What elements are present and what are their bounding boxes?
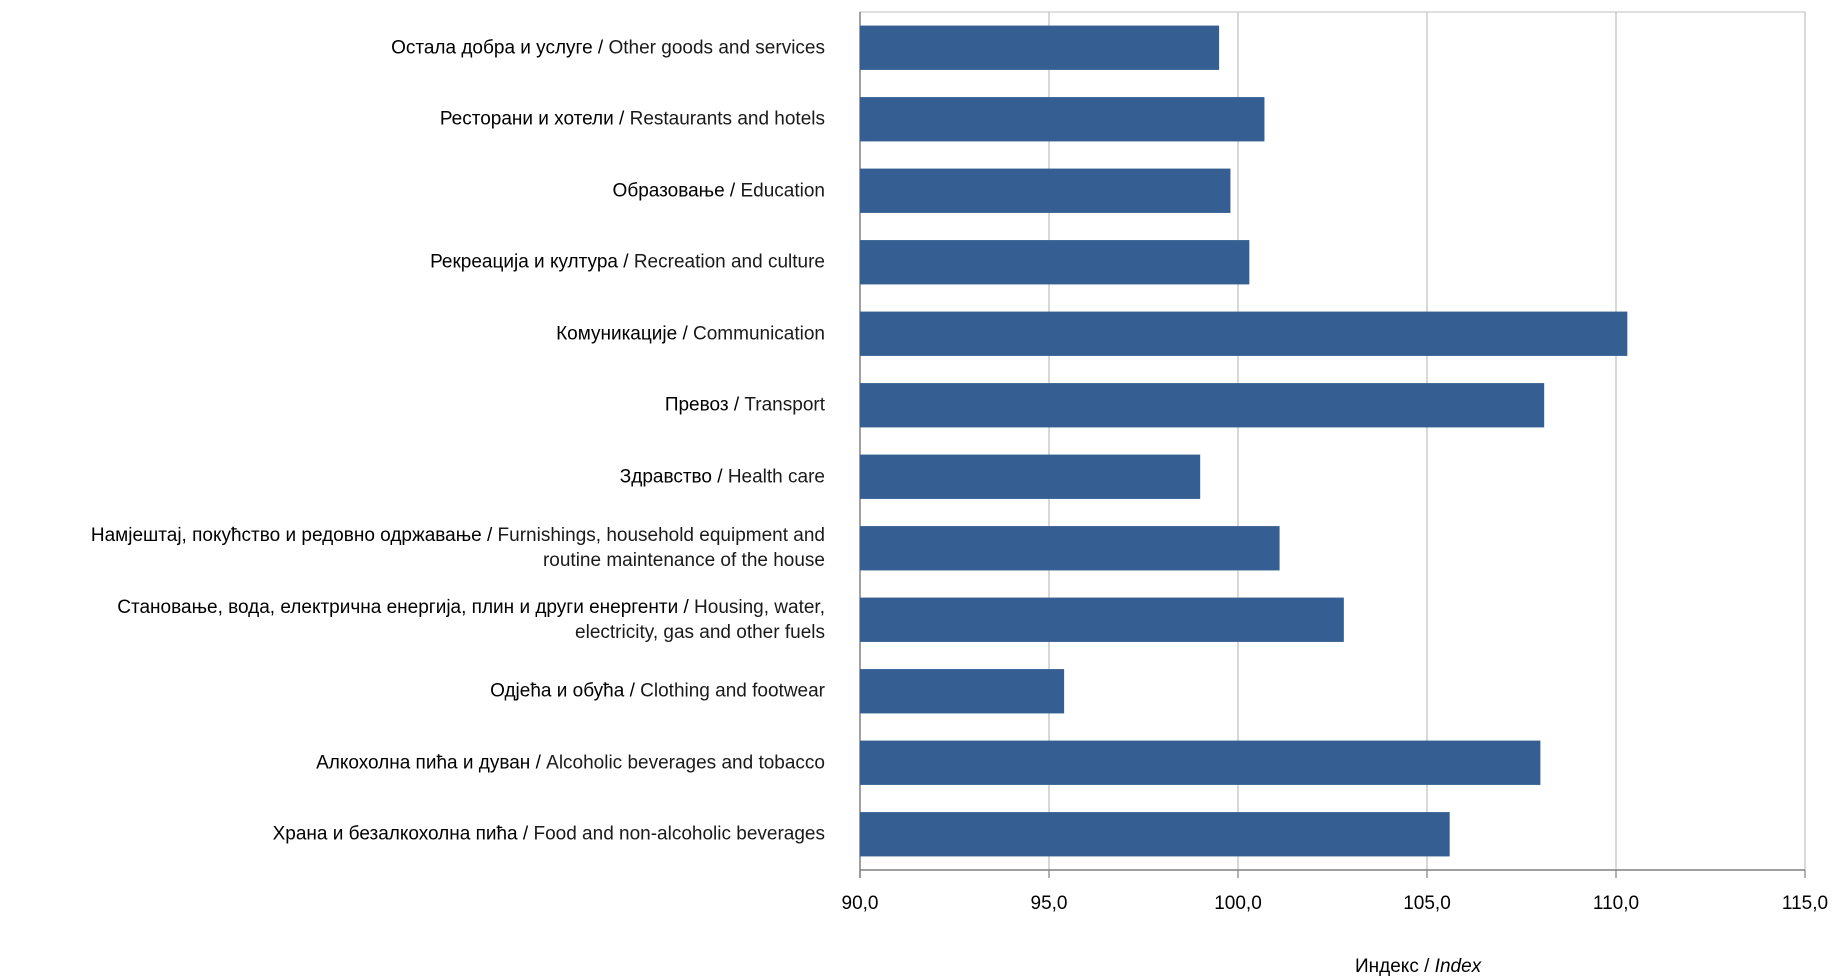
category-label-local: Намјештај, покућство и редовно одржавање…	[91, 525, 498, 546]
category-label: Одјећа и обућа / Clothing and footwear	[0, 679, 825, 704]
category-label: Остала добра и услуге / Other goods and …	[0, 35, 825, 60]
bar	[860, 812, 1450, 856]
x-tick-label: 90,0	[842, 893, 879, 915]
category-label-en: Health care	[728, 466, 825, 487]
category-label-en: Education	[740, 180, 825, 201]
x-tick-label: 110,0	[1593, 893, 1639, 915]
category-label-local: Рекреација и култура /	[430, 252, 634, 273]
bar	[860, 383, 1544, 427]
category-label-en-line2: routine maintenance of the house	[543, 550, 825, 571]
category-label-local: Одјећа и обућа /	[490, 681, 640, 702]
category-label-local: Комуникације /	[556, 323, 693, 344]
category-label-en: Food and non-alcoholic beverages	[533, 824, 825, 845]
category-label: Храна и безалкохолна пића / Food and non…	[0, 822, 825, 847]
category-label-local: Ресторани и хотели /	[440, 109, 630, 130]
x-tick-label: 95,0	[1031, 893, 1068, 915]
category-label-en-line2: electricity, gas and other fuels	[575, 622, 825, 643]
category-label-local: Образовање /	[613, 180, 741, 201]
category-label-en: Alcoholic beverages and tobacco	[546, 752, 825, 773]
category-label-en: Transport	[744, 395, 825, 416]
category-label: Намјештај, покућство и редовно одржавање…	[0, 523, 825, 573]
category-label: Рекреација и култура / Recreation and cu…	[0, 250, 825, 275]
category-label-en: Clothing and footwear	[640, 681, 825, 702]
x-axis-title: Индекс / Index	[1355, 956, 1481, 978]
category-label: Образовање / Education	[0, 178, 825, 203]
bar	[860, 741, 1540, 785]
category-label: Алкохолна пића и дуван / Alcoholic bever…	[0, 750, 825, 775]
category-label-local: Превоз /	[665, 395, 745, 416]
bar	[860, 455, 1200, 499]
bar	[860, 240, 1249, 284]
category-label-local: Храна и безалкохолна пића /	[273, 824, 534, 845]
bar	[860, 598, 1344, 642]
x-axis-title-local: Индекс /	[1355, 956, 1435, 977]
category-label-en: Restaurants and hotels	[630, 109, 825, 130]
category-label-en: Furnishings, household equipment and	[498, 525, 825, 546]
bar	[860, 669, 1064, 713]
bar	[860, 526, 1280, 570]
x-axis-title-en: Index	[1435, 956, 1481, 977]
category-label-en: Communication	[693, 323, 825, 344]
category-label-local: Остала добра и услуге /	[391, 37, 608, 58]
x-tick-label: 100,0	[1214, 893, 1262, 915]
bar	[860, 97, 1264, 141]
category-label: Здравство / Health care	[0, 464, 825, 489]
category-label-en: Recreation and culture	[634, 252, 825, 273]
bar	[860, 26, 1219, 70]
category-label-en: Other goods and services	[608, 37, 825, 58]
category-label: Становање, вода, електрична енергија, пл…	[0, 595, 825, 645]
bar	[860, 169, 1230, 213]
category-label: Комуникације / Communication	[0, 321, 825, 346]
category-label-local: Становање, вода, електрична енергија, пл…	[117, 597, 694, 618]
bar	[860, 312, 1627, 356]
x-tick-label: 105,0	[1403, 893, 1451, 915]
category-label: Ресторани и хотели / Restaurants and hot…	[0, 107, 825, 132]
category-label-local: Здравство /	[620, 466, 728, 487]
category-label-local: Алкохолна пића и дуван /	[316, 752, 546, 773]
category-label: Превоз / Transport	[0, 393, 825, 418]
category-label-en: Housing, water,	[694, 597, 825, 618]
x-tick-label: 115,0	[1782, 893, 1828, 915]
